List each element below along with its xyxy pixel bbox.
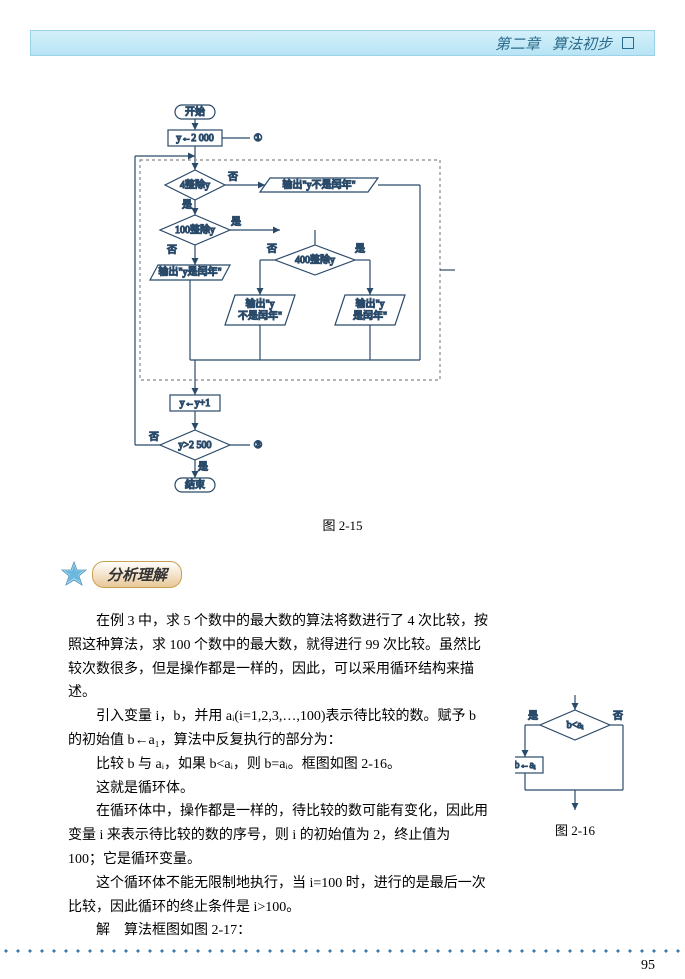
section-label: 分析理解	[92, 561, 182, 588]
side-figure: b<aᵢ 是 否 b←aᵢ	[515, 695, 635, 815]
header-square-icon	[622, 37, 634, 49]
svg-text:开始: 开始	[185, 105, 205, 118]
svg-text:b←aᵢ: b←aᵢ	[515, 760, 536, 771]
svg-text:是: 是	[355, 243, 365, 255]
svg-text:400整除y: 400整除y	[295, 253, 335, 266]
paragraph-4: 在循环体中，操作都是一样的，待比较的数可能有变化，因此用变量 i 来表示待比较的…	[68, 800, 488, 871]
svg-text:y>2 500: y>2 500	[178, 440, 211, 451]
svg-text:100整除y: 100整除y	[175, 223, 215, 236]
body-text: 在例 3 中，求 5 个数中的最大数的算法将数进行了 4 次比较，按照这种算法，…	[68, 610, 488, 943]
chapter-number: 第二章	[495, 33, 540, 54]
svg-text:输出"y: 输出"y	[245, 297, 274, 310]
svg-text:y←y+1: y←y+1	[180, 398, 211, 409]
svg-text:不是闰年": 不是闰年"	[238, 309, 282, 322]
flowchart-main: 开始 y←2 000 ① ② 4整除y 否 输出"y不是闰年" 是 100整除y…	[130, 100, 460, 500]
chapter-title: 算法初步	[552, 33, 612, 54]
svg-text:否: 否	[613, 710, 623, 722]
svg-text:否: 否	[149, 431, 159, 443]
paragraph-3b: 这就是循环体。	[68, 777, 488, 801]
paragraph-6: 解 算法框图如图 2-17：	[68, 919, 488, 943]
footer-dots	[0, 948, 685, 954]
svg-text:输出"y: 输出"y	[355, 297, 384, 310]
chapter-header: 第二章 算法初步	[30, 30, 655, 56]
section-badge: 分析理解	[60, 560, 182, 588]
svg-text:输出"y是闰年": 输出"y是闰年"	[158, 265, 221, 278]
svg-text:否: 否	[228, 171, 238, 183]
star-icon	[60, 560, 88, 588]
svg-text:4整除y: 4整除y	[180, 178, 210, 191]
svg-text:否: 否	[267, 243, 277, 255]
svg-text:y←2 000: y←2 000	[176, 133, 214, 144]
paragraph-5: 这个循环体不能无限制地执行，当 i=100 时，进行的是最后一次比较，因此循环的…	[68, 872, 488, 920]
svg-text:是: 是	[182, 199, 192, 211]
svg-text:是: 是	[528, 710, 538, 722]
svg-text:否: 否	[167, 244, 177, 256]
svg-text:b<aᵢ: b<aᵢ	[567, 720, 584, 731]
page-number: 95	[641, 958, 655, 974]
paragraph-2: 引入变量 i，b，并用 aᵢ(i=1,2,3,…,100)表示待比较的数。赋予 …	[68, 705, 488, 753]
svg-text:是: 是	[231, 216, 241, 228]
flowchart-caption: 图 2-15	[0, 515, 685, 534]
paragraph-1: 在例 3 中，求 5 个数中的最大数的算法将数进行了 4 次比较，按照这种算法，…	[68, 610, 488, 705]
svg-text:输出"y不是闰年": 输出"y不是闰年"	[282, 178, 355, 191]
svg-text:③: ③	[254, 440, 263, 451]
svg-text:是: 是	[198, 461, 208, 473]
svg-text:结束: 结束	[185, 478, 205, 491]
svg-text:是闰年": 是闰年"	[353, 309, 387, 322]
paragraph-3a: 比较 b 与 aᵢ，如果 b<aᵢ，则 b=aᵢ。框图如图 2-16。	[68, 753, 488, 777]
svg-text:①: ①	[254, 133, 263, 144]
side-figure-caption: 图 2-16	[515, 820, 635, 839]
